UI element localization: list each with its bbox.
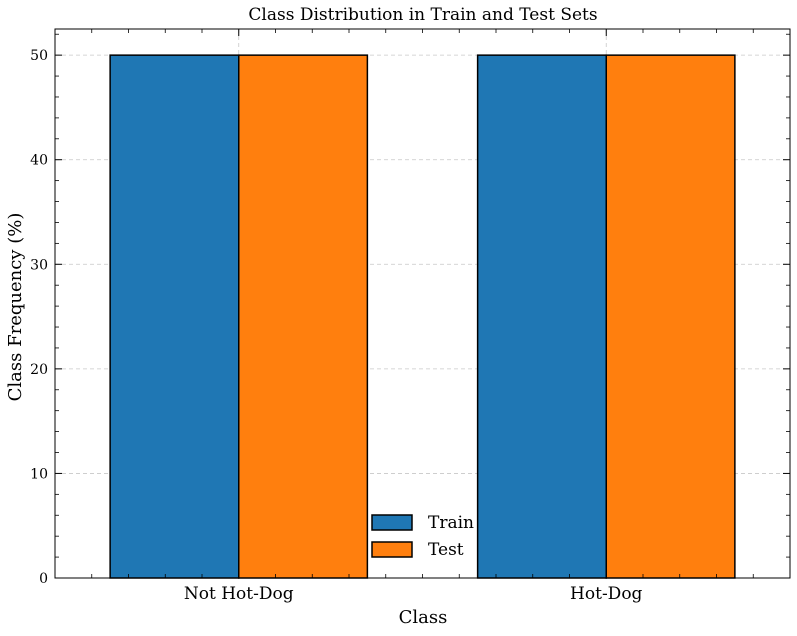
- bar-test-hot-dog: [605, 54, 736, 579]
- legend: Train Test: [371, 513, 474, 560]
- y-tick-label: 20: [30, 362, 48, 378]
- ticks: 0 10 20 30 40 50 Not Hot-Dog Hot-Dog: [30, 29, 790, 604]
- x-axis-label: Class: [399, 607, 448, 628]
- legend-label-train: Train: [428, 513, 474, 533]
- x-tick-label: Hot-Dog: [570, 584, 643, 604]
- y-axis-label: Class Frequency (%): [5, 213, 26, 402]
- y-tick-label: 0: [39, 571, 48, 587]
- y-tick-label: 40: [30, 153, 48, 169]
- y-tick-label: 30: [30, 257, 48, 273]
- legend-swatch-train: [371, 514, 413, 531]
- bar-test-not-hot-dog: [238, 54, 369, 579]
- y-tick-label: 50: [30, 48, 48, 64]
- x-tick-label: Not Hot-Dog: [184, 584, 294, 604]
- bars: [109, 54, 736, 579]
- legend-label-test: Test: [428, 540, 464, 560]
- chart-title: Class Distribution in Train and Test Set…: [248, 5, 597, 25]
- bar-train-hot-dog: [476, 54, 607, 579]
- bar-train-not-hot-dog: [109, 54, 240, 579]
- legend-swatch-test: [371, 541, 413, 558]
- y-tick-label: 10: [30, 466, 48, 482]
